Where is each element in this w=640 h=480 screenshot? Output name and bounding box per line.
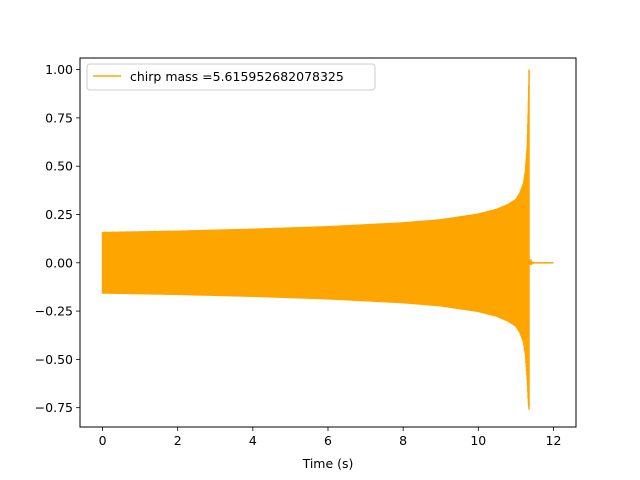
y-tick-label: 0.50 [45,159,73,174]
x-tick-label: 0 [99,433,107,448]
x-tick-label: 8 [399,433,407,448]
legend: chirp mass =5.615952682078325 [86,63,376,91]
plot-area [101,69,554,410]
y-tick-label: −0.75 [35,400,73,415]
x-axis-label: Time (s) [302,456,354,471]
axes-frame [79,57,577,428]
y-tick-label: 0.75 [45,110,73,125]
x-tick-label: 12 [546,433,562,448]
axis-ticks: 0 2 4 6 8 10 12 −0.75 −0.50 −0.25 0.00 0.25 0.50 0.75… [35,62,562,448]
x-tick-label: 10 [470,433,486,448]
y-tick-label: −0.50 [35,352,73,367]
waveform-ringdown [528,258,554,266]
waveform-oscillation [101,69,530,410]
legend-box [86,63,376,91]
legend-label: chirp mass =5.615952682078325 [130,69,344,84]
y-tick-label: 0.25 [45,207,73,222]
x-tick-label: 4 [249,433,257,448]
x-tick-label: 6 [324,433,332,448]
x-tick-label: 2 [174,433,182,448]
y-tick-label: 1.00 [45,62,73,77]
y-tick-label: 0.00 [45,255,73,270]
y-tick-label: −0.25 [35,304,73,319]
